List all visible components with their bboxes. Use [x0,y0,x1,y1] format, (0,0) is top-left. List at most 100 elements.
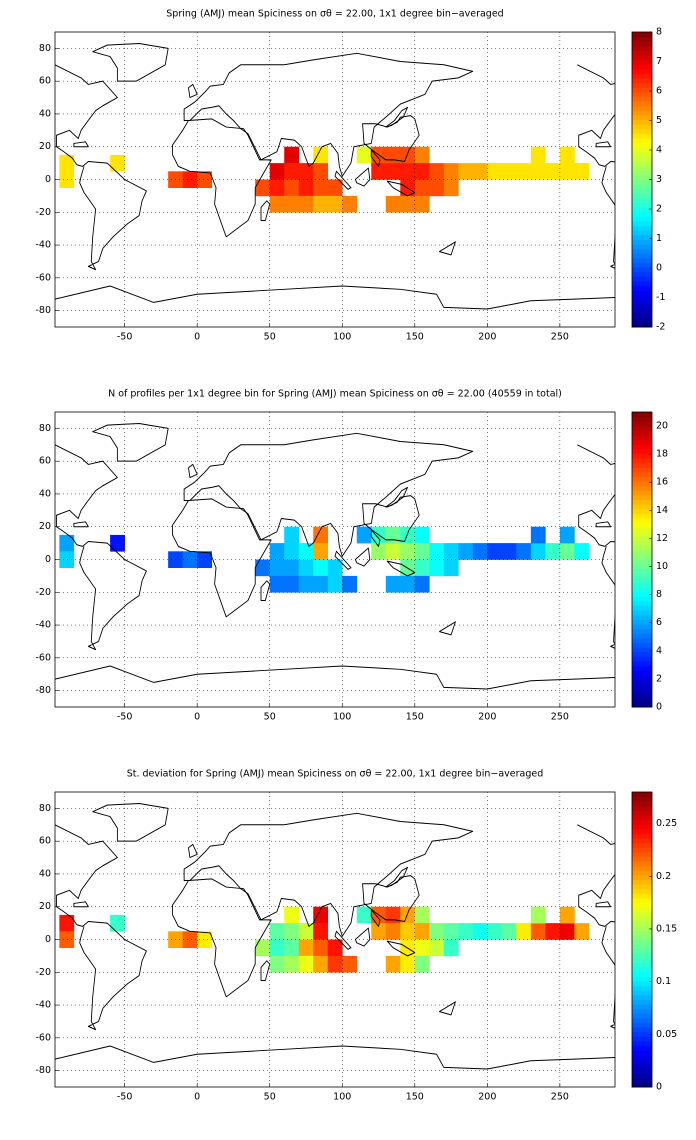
colorbar-step [632,522,652,528]
colorbar-tick-label: 5 [656,115,662,126]
colorbar-step [632,554,652,560]
colorbar-step [632,1031,652,1037]
data-cell [385,163,401,180]
y-tick-label: 0 [45,174,51,185]
data-cell [559,146,575,164]
data-cell [458,543,474,560]
colorbar-step [632,624,652,630]
data-cell [298,939,314,957]
data-cell [255,559,271,577]
colorbar-step [632,796,652,802]
data-cell [284,543,300,560]
colorbar-step [632,688,652,694]
data-cell [429,939,445,957]
data-cell [443,559,459,577]
data-cell [414,146,430,164]
data-cell [414,906,430,924]
colorbar-tick-label: 8 [656,27,662,38]
data-cell [400,923,416,940]
data-cell [559,543,575,560]
colorbar-step [632,257,652,263]
x-tick-label: -50 [117,712,133,723]
data-cell [356,526,372,544]
data-cell [574,543,590,560]
y-tick-label: 20 [39,521,51,532]
data-cell [385,543,401,560]
colorbar-step [632,1073,652,1079]
chart-title: N of profiles per 1x1 degree bin for Spr… [108,389,562,400]
colorbar-step [632,980,652,987]
data-cell [458,163,474,180]
map-content [55,43,690,309]
colorbar-step [632,819,652,825]
colorbar-step [632,642,652,648]
data-cell [385,923,401,940]
data-cell [284,575,300,593]
data-cell [59,534,75,552]
data-cell [545,163,561,180]
data-cell [313,163,329,180]
colorbar-step [632,1059,652,1065]
data-cell [443,939,459,957]
colorbar-step [632,805,652,811]
y-tick-label: 80 [39,803,51,814]
data-cell [530,526,546,544]
colorbar-step [632,114,652,121]
colorbar-step [632,184,652,190]
chart-title: Spring (AMJ) mean Spiciness on σθ = 22.0… [166,9,503,20]
data-cell [414,179,430,197]
y-tick-label: -20 [35,207,51,218]
y-tick-label: 0 [45,554,51,565]
data-cell [59,931,75,948]
data-cell [414,543,430,560]
colorbar-step [632,68,652,74]
data-cell [59,551,75,568]
data-cell [182,171,198,188]
colorbar-step [632,41,652,47]
colorbar-step [632,1027,652,1033]
colorbar-step [632,458,652,464]
colorbar-tick-label: 18 [656,449,668,460]
colorbar-step [632,262,652,268]
y-tick-label: 60 [39,836,51,847]
colorbar-step [632,197,652,204]
chart-title: St. deviation for Spring (AMJ) mean Spic… [127,769,544,780]
data-cell [429,543,445,560]
colorbar-tick-label: 0.15 [656,923,677,934]
colorbar-step [632,161,652,167]
data-cell [443,923,459,940]
data-cell [501,923,517,940]
colorbar-step [632,239,652,245]
data-cell [342,575,358,593]
colorbar-step [632,193,652,199]
data-cell [298,923,314,940]
y-tick-label: 40 [39,868,51,879]
x-tick-label: 150 [406,712,424,723]
data-cell [298,195,314,213]
data-cell [298,955,314,973]
data-cell [59,154,75,172]
colorbar-step [632,170,652,176]
colorbar-step [632,119,652,125]
colorbar-step [632,637,652,643]
data-cell [59,914,75,932]
data-cell [298,163,314,180]
colorbar-step [632,856,652,862]
data-cell [269,559,285,577]
colorbar-step [632,73,652,79]
colorbar-step [632,96,652,102]
data-cell [371,163,387,180]
data-cell [414,526,430,544]
colorbar-step [632,1004,652,1010]
colorbar-step [632,559,652,565]
colorbar-step [632,202,652,208]
colorbar-step [632,151,652,157]
data-cell [298,543,314,560]
data-cell [574,163,590,180]
colorbar-step [632,142,652,148]
colorbar-step [632,801,652,807]
colorbar-step [632,847,652,853]
colorbar-step [632,248,652,254]
data-cell [197,551,212,568]
data-cell [284,923,300,940]
